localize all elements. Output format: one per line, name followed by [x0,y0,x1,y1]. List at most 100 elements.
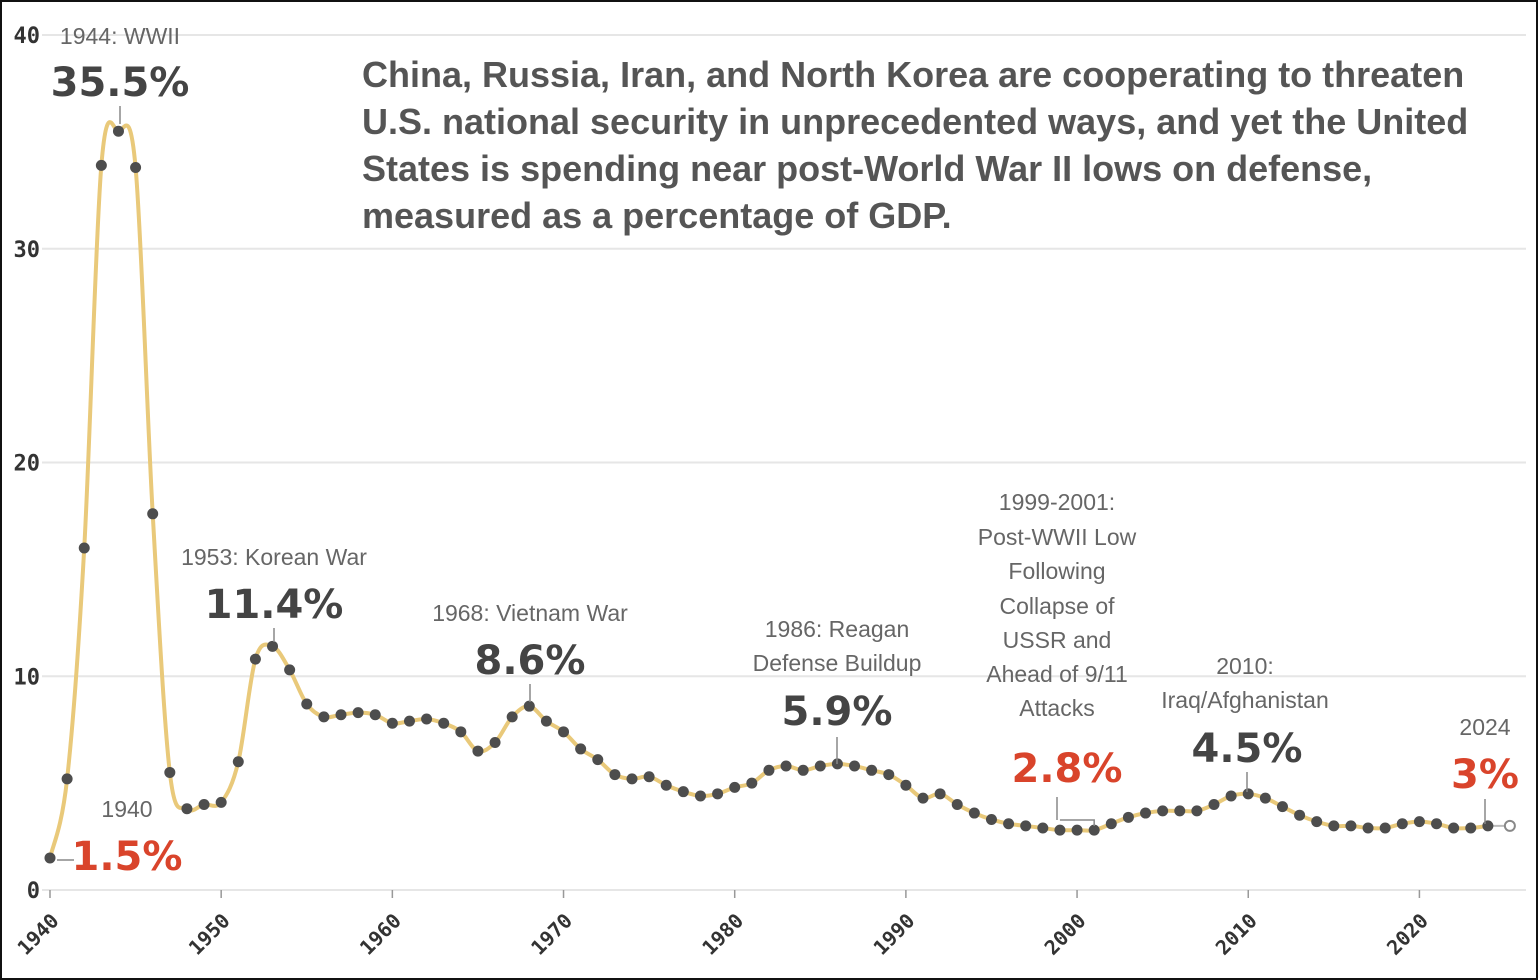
annotation-bracket-1999-2001 [1059,819,1095,826]
data-point-1974 [626,773,638,785]
title-line-2: U.S. national security in unprecedented … [362,101,1468,142]
annotation-label-1986-line-1: 1986: Reagan [765,616,910,642]
data-point-2024 [1482,820,1494,832]
data-point-2015 [1328,820,1340,832]
data-point-1957 [335,709,347,721]
data-point-1967 [506,711,518,723]
data-point-1999 [1054,824,1066,836]
annotation-label-1999-line-5: USSR and [1003,627,1112,653]
data-point-1969 [540,715,552,727]
annotation-value-1968: 8.6% [475,638,586,684]
data-point-2010 [1242,788,1254,800]
x-tick-label-2000: 2000 [1040,909,1091,960]
grid-lines [42,34,1526,891]
data-point-1996 [1003,818,1015,830]
data-point-1972 [592,754,604,766]
data-point-1945 [130,162,142,174]
chart-title: China, Russia, Iran, and North Korea are… [362,54,1468,236]
annotation-label-2010-line-2: Iraq/Afghanistan [1161,687,1329,713]
data-point-2014 [1311,816,1323,828]
data-point-2005 [1157,805,1169,817]
data-point-1975 [643,771,655,783]
data-point-1952 [249,653,261,665]
data-point-1956 [318,711,330,723]
data-point-1971 [575,743,587,755]
data-point-1987 [849,760,861,772]
annotation-value-1986: 5.9% [782,689,893,735]
annotation-label-1953-line-1: 1953: Korean War [181,544,367,570]
data-point-2003 [1122,811,1134,823]
y-axis: 0 10 20 30 40 [14,24,41,904]
data-point-1985 [814,760,826,772]
data-point-1993 [951,799,963,810]
data-point-1949 [198,799,210,810]
data-point-2004 [1140,807,1152,819]
data-point-2016 [1345,820,1357,832]
data-point-2023 [1465,822,1477,834]
data-point-1995 [985,813,997,825]
x-tick-label-2020: 2020 [1382,909,1433,960]
data-point-1960 [386,717,398,729]
data-point-1982 [763,764,775,776]
data-point-1997 [1020,820,1032,832]
y-tick-label-0: 0 [27,879,40,904]
annotation-value-1940: 1.5% [72,834,183,880]
y-tick-label-40: 40 [14,24,41,49]
data-point-2000 [1071,824,1083,836]
data-point-1947 [164,766,176,778]
data-point-2019 [1396,818,1408,830]
data-point-2007 [1191,805,1203,817]
data-point-1983 [780,760,792,772]
data-point-1948 [181,803,193,815]
data-point-2008 [1208,799,1220,810]
data-point-1966 [489,737,501,749]
annotation-label-1999-line-4: Collapse of [999,593,1115,619]
title-line-4: measured as a percentage of GDP. [362,195,952,236]
data-point-1953 [267,640,279,652]
data-point-1973 [609,769,621,781]
annotation-label-1986-line-2: Defense Buildup [753,650,922,676]
data-point-1954 [284,664,296,676]
data-point-1979 [712,788,724,800]
series-end-marker [1503,819,1516,832]
data-point-1950 [215,796,227,808]
data-point-1984 [797,764,809,776]
annotation-value-2010: 4.5% [1192,726,1303,772]
data-point-1943 [95,159,107,171]
annotation-label-1968-line-1: 1968: Vietnam War [432,600,628,626]
data-point-1989 [883,769,895,781]
data-point-1944 [112,125,124,137]
data-point-1976 [660,779,672,791]
data-point-2017 [1362,822,1374,834]
annotation-label-1944-line-1: 1944: WWII [60,23,180,49]
data-point-1991 [917,792,929,804]
data-point-1962 [421,713,433,725]
y-tick-label-20: 20 [14,452,41,477]
x-tick-label-1980: 1980 [697,909,748,960]
data-point-1990 [900,779,912,791]
title-line-3: States is spending near post-World War I… [362,148,1372,189]
data-point-2011 [1259,792,1271,804]
data-point-2021 [1431,818,1443,830]
annotation-label-1999-line-6: Ahead of 9/11 [986,661,1128,687]
data-point-1958 [352,707,364,719]
data-point-2013 [1294,809,1306,821]
data-point-2020 [1413,816,1425,828]
annotation-label-2024-line-1: 2024 [1459,714,1510,740]
data-point-1942 [78,542,90,554]
y-tick-label-30: 30 [14,238,41,263]
data-point-1959 [369,709,381,721]
data-point-1955 [301,698,313,710]
data-point-1977 [677,786,689,798]
data-point-1988 [866,764,878,776]
data-point-1961 [403,715,415,727]
annotation-value-1999: 2.8% [1012,746,1123,792]
x-tick-label-1990: 1990 [868,909,919,960]
data-point-1951 [232,756,244,768]
data-points [44,125,1494,864]
annotation-label-2010-line-1: 2010: [1216,653,1274,679]
data-point-2022 [1448,822,1460,834]
x-axis: 1940 1950 1960 1970 1980 1990 2000 2010 2020 [13,890,1433,960]
data-point-2012 [1276,801,1288,813]
